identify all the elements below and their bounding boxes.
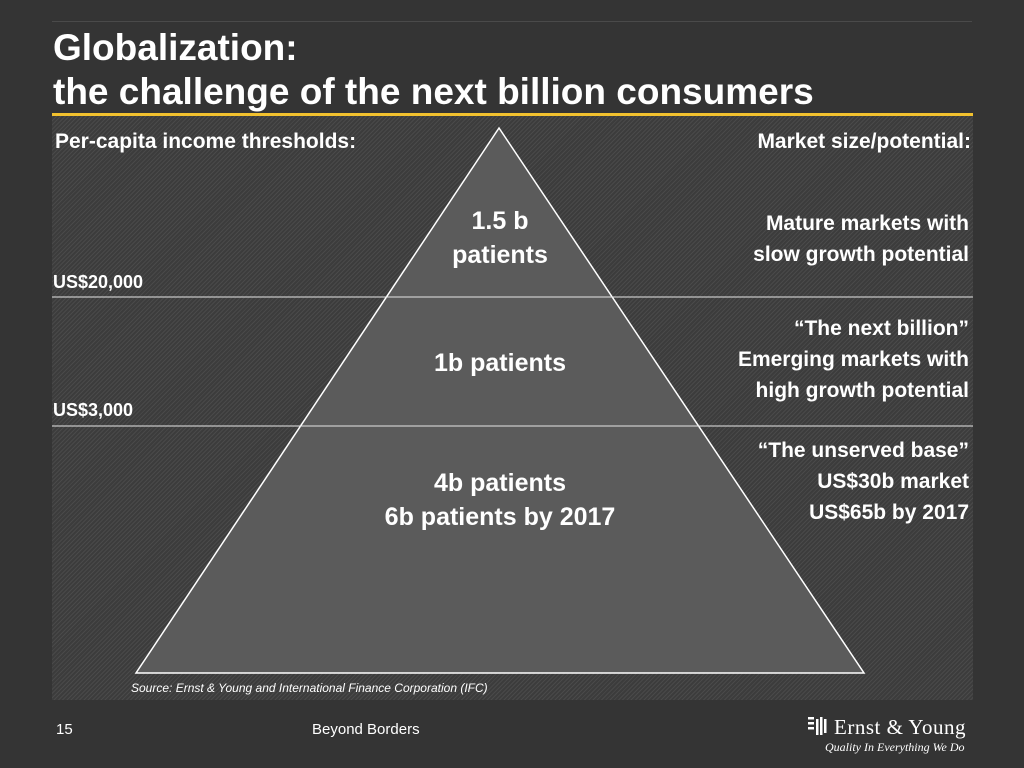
source-note: Source: Ernst & Young and International …	[131, 681, 488, 695]
logo-tagline: Quality In Everything We Do	[825, 740, 965, 754]
pyramid-middle-line-1: 1b patients	[434, 349, 566, 377]
pyramid-top-line-1: 1.5 b	[471, 207, 529, 235]
pyramid-bottom-line-1: 4b patients	[434, 469, 566, 497]
market-unserved-line-3: US$65b by 2017	[809, 501, 969, 524]
pyramid-bottom-label: 4b patients 6b patients by 2017	[330, 466, 670, 534]
logo-wordmark: Ernst & Young	[834, 715, 966, 739]
threshold-label-3000: US$3,000	[53, 400, 134, 420]
market-emerging-label: “The next billion” Emerging markets with…	[738, 313, 969, 406]
slide-title-line-2: the challenge of the next billion consum…	[53, 71, 814, 112]
slide-title: Globalization: the challenge of the next…	[53, 26, 973, 114]
market-unserved-line-1: “The unserved base”	[757, 439, 969, 462]
market-mature-label: Mature markets with slow growth potentia…	[753, 208, 969, 270]
income-thresholds-heading: Per-capita income thresholds:	[55, 130, 357, 153]
market-size-heading: Market size/potential:	[757, 130, 971, 153]
market-emerging-line-3: high growth potential	[755, 379, 969, 402]
top-divider	[52, 21, 972, 22]
market-mature-line-2: slow growth potential	[753, 243, 969, 266]
pyramid-bottom-line-2: 6b patients by 2017	[384, 503, 616, 531]
market-emerging-line-2: Emerging markets with	[737, 348, 969, 371]
page-number: 15	[56, 721, 73, 738]
pyramid-top-line-2: patients	[452, 241, 548, 269]
threshold-label-20000: US$20,000	[53, 272, 144, 292]
pyramid-top-label: 1.5 b patients	[400, 204, 600, 272]
slide-title-line-1: Globalization:	[53, 27, 298, 68]
ernst-young-logo: Ernst & Young Quality In Everything We D…	[808, 713, 978, 757]
title-accent-rule	[52, 113, 973, 116]
market-unserved-line-2: US$30b market	[817, 470, 969, 493]
footer-title: Beyond Borders	[312, 721, 420, 738]
pyramid-middle-label: 1b patients	[380, 346, 620, 380]
pyramid-shape	[134, 126, 866, 674]
market-unserved-label: “The unserved base” US$30b market US$65b…	[758, 435, 969, 528]
market-mature-line-1: Mature markets with	[765, 212, 969, 235]
ey-bars-logo-icon	[808, 717, 827, 735]
market-emerging-line-1: “The next billion”	[793, 317, 969, 340]
